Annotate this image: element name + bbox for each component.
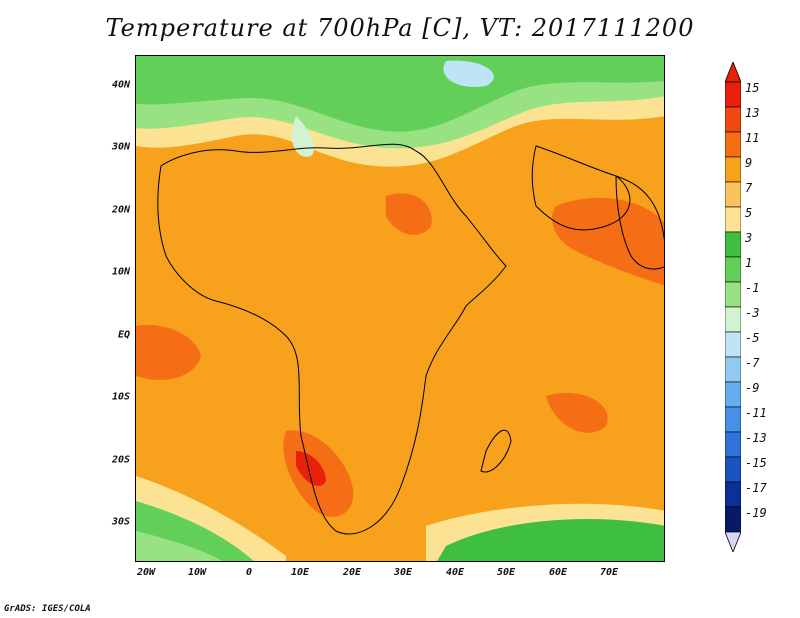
credit-text: GrADS: IGES/COLA <box>4 604 91 614</box>
colorbar-label: -5 <box>745 331 760 346</box>
colorbar-box <box>725 281 741 308</box>
colorbar-bottom-triangle <box>725 531 741 552</box>
colorbar-box <box>725 331 741 358</box>
colorbar-box <box>725 481 741 508</box>
colorbar-label: -17 <box>745 481 767 496</box>
india-coastline <box>615 175 664 270</box>
field-south-cool-w <box>136 531 223 561</box>
x-tick-label: 40E <box>445 567 465 578</box>
field-hot-io <box>546 392 608 433</box>
colorbar-label: 13 <box>745 106 760 121</box>
colorbar-label: 3 <box>745 231 753 246</box>
field-hot-atl <box>136 325 201 380</box>
colorbar-box <box>725 156 741 183</box>
colorbar-box <box>725 431 741 458</box>
arabia-coastline <box>531 145 631 231</box>
colorbar-box <box>725 356 741 383</box>
field-cool-spot <box>291 116 315 157</box>
field-hot-india <box>552 197 664 286</box>
colorbar-box <box>725 81 741 108</box>
colorbar-boxes <box>725 81 741 533</box>
y-tick-label: 20N <box>111 204 130 216</box>
colorbar-label: -1 <box>745 281 760 296</box>
colorbar-label: -9 <box>745 381 760 396</box>
x-tick-label: 30E <box>393 567 413 578</box>
colorbar-label: -11 <box>745 406 767 421</box>
colorbar-box <box>725 506 741 533</box>
chart-title: Temperature at 700hPa [C], VT: 201711120… <box>105 14 695 42</box>
colorbar-label: 9 <box>745 156 753 171</box>
colorbar-box <box>725 106 741 133</box>
colorbar-label: 11 <box>745 131 760 146</box>
colorbar-label: -15 <box>745 456 767 471</box>
y-tick-label: 20S <box>111 454 130 466</box>
colorbar-box <box>725 256 741 283</box>
field-band-3 <box>136 56 664 132</box>
x-tick-label: 0 <box>245 567 253 578</box>
y-tick-label: EQ <box>117 329 130 341</box>
x-tick-label: 10W <box>187 567 207 578</box>
field-cold-spot <box>443 60 494 87</box>
x-tick-label: 20W <box>136 567 156 578</box>
x-tick-label: 70E <box>599 567 619 578</box>
field-south-band-e <box>437 518 664 561</box>
y-tick-label: 30S <box>111 516 130 528</box>
x-tick-label: 20E <box>342 567 362 578</box>
y-tick-label: 10S <box>111 391 130 403</box>
colorbar-top-triangle <box>725 62 741 83</box>
field-hot-core <box>296 451 326 486</box>
colorbar-box <box>725 406 741 433</box>
y-tick-label: 30N <box>111 141 130 153</box>
colorbar-box <box>725 381 741 408</box>
colorbar <box>725 62 741 552</box>
colorbar-box <box>725 306 741 333</box>
colorbar-label: 5 <box>745 206 753 221</box>
temperature-field <box>136 56 664 561</box>
x-tick-label: 10E <box>290 567 310 578</box>
colorbar-label: -13 <box>745 431 767 446</box>
colorbar-box <box>725 181 741 208</box>
x-tick-label: 60E <box>548 567 568 578</box>
x-tick-label: 50E <box>496 567 516 578</box>
temperature-map <box>135 55 665 562</box>
colorbar-label: -19 <box>745 506 767 521</box>
y-tick-label: 10N <box>111 266 130 278</box>
colorbar-box <box>725 456 741 483</box>
colorbar-label: -7 <box>745 356 760 371</box>
colorbar-label: -3 <box>745 306 760 321</box>
y-tick-label: 40N <box>111 79 130 91</box>
madagascar-coastline <box>480 429 512 473</box>
africa-coastline <box>157 143 507 535</box>
colorbar-box <box>725 206 741 233</box>
colorbar-label: 7 <box>745 181 753 196</box>
colorbar-box <box>725 231 741 258</box>
colorbar-label: 1 <box>745 256 753 271</box>
colorbar-label: 15 <box>745 81 760 96</box>
colorbar-box <box>725 131 741 158</box>
field-hot-sudan <box>386 193 432 235</box>
